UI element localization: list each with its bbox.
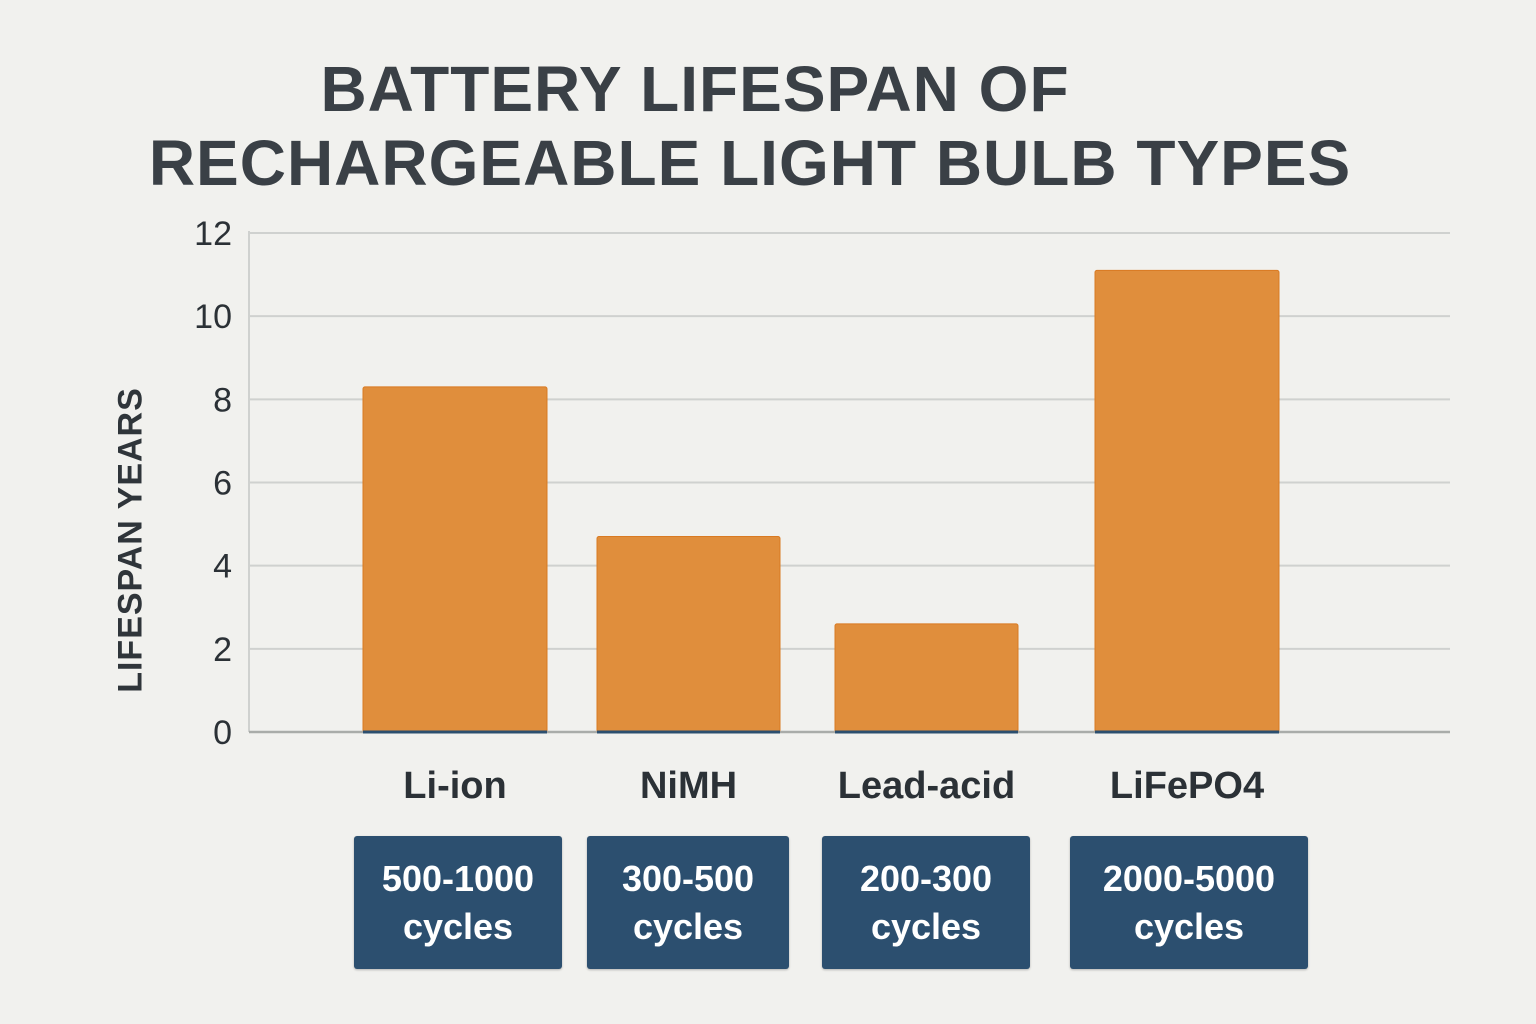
chart-title: BATTERY LIFESPAN OF RECHARGEABLE LIGHT B… xyxy=(0,52,1500,200)
cycles-range: 500-1000 xyxy=(381,857,535,899)
bars xyxy=(362,269,1280,734)
cycles-range: 200-300 xyxy=(859,857,993,899)
bar-nimh xyxy=(596,536,781,733)
x-category-label: LiFePO4 xyxy=(1110,765,1264,807)
bar-li-ion xyxy=(362,386,548,733)
bar-lifepo4 xyxy=(1094,269,1280,733)
chart-title-line-2: RECHARGEABLE LIGHT BULB TYPES xyxy=(148,127,1352,199)
cycles-range: 300-500 xyxy=(621,857,755,899)
y-axis-ticks: 0 2 4 6 8 10 12 xyxy=(194,215,232,752)
cycles-unit: cycles xyxy=(632,905,744,947)
cycles-range: 2000-5000 xyxy=(1102,857,1276,899)
y-tick-label: 0 xyxy=(213,714,232,752)
cycles-unit: cycles xyxy=(870,905,982,947)
cycles-box-lifepo4: 2000-5000 cycles xyxy=(1070,836,1308,969)
chart-title-line-1: BATTERY LIFESPAN OF xyxy=(320,53,1070,125)
x-axis-categories: Li-ion NiMH Lead-acid LiFePO4 xyxy=(403,765,1264,807)
y-tick-label: 8 xyxy=(213,381,232,419)
y-tick-label: 2 xyxy=(213,631,232,669)
cycles-box-li-ion: 500-1000 cycles xyxy=(354,836,562,969)
y-tick-label: 10 xyxy=(194,298,232,336)
y-tick-label: 12 xyxy=(194,215,232,253)
x-category-label: Li-ion xyxy=(403,765,506,807)
y-tick-label: 6 xyxy=(213,465,232,503)
cycles-unit: cycles xyxy=(1133,905,1245,947)
cycles-box-nimh: 300-500 cycles xyxy=(587,836,789,969)
x-category-label: NiMH xyxy=(640,765,737,807)
cycles-unit: cycles xyxy=(402,905,514,947)
bar-lead-acid xyxy=(834,623,1019,733)
cycles-box-lead-acid: 200-300 cycles xyxy=(822,836,1030,969)
x-category-label: Lead-acid xyxy=(838,765,1015,807)
y-tick-label: 4 xyxy=(213,548,232,586)
